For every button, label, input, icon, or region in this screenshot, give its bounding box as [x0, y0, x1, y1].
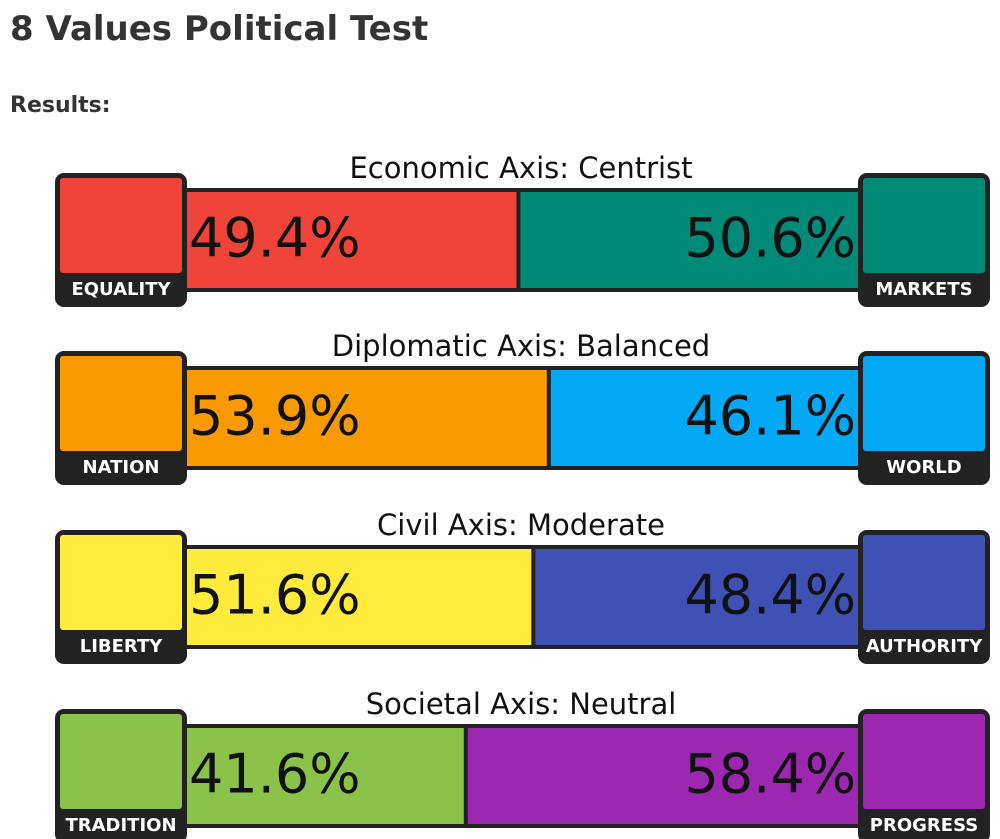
- right-icon: [863, 714, 985, 809]
- right-icon: [863, 178, 985, 273]
- bar-left: [185, 368, 549, 468]
- bar-right: [548, 368, 860, 468]
- left-value: 51.6%: [189, 564, 361, 627]
- right-value: 46.1%: [684, 385, 856, 448]
- left-icon: [60, 714, 182, 809]
- left-value: 49.4%: [189, 207, 361, 270]
- bar-left: [185, 726, 466, 826]
- axis-title: Economic Axis: Centrist: [349, 151, 692, 185]
- right-icon: [863, 535, 985, 630]
- results-heading: Results:: [10, 93, 111, 118]
- axis-title: Civil Axis: Moderate: [377, 508, 665, 542]
- left-label: TRADITION: [65, 815, 176, 836]
- bar-right: [518, 190, 860, 290]
- right-label: MARKETS: [875, 279, 972, 300]
- left-icon: [60, 178, 182, 273]
- bar-right: [533, 547, 860, 647]
- left-value: 53.9%: [189, 385, 361, 448]
- right-value: 50.6%: [684, 207, 856, 270]
- bar-right: [465, 726, 860, 826]
- axis-title: Diplomatic Axis: Balanced: [332, 329, 710, 363]
- left-label: LIBERTY: [80, 636, 164, 657]
- left-icon: [60, 535, 182, 630]
- left-value: 41.6%: [189, 743, 361, 806]
- bar-left: [185, 190, 519, 290]
- right-value: 58.4%: [684, 743, 856, 806]
- left-label: NATION: [83, 457, 160, 478]
- axis-title: Societal Axis: Neutral: [366, 687, 677, 721]
- right-label: PROGRESS: [870, 815, 978, 836]
- bar-left: [185, 547, 534, 647]
- right-label: AUTHORITY: [866, 636, 983, 657]
- left-icon: [60, 356, 182, 451]
- right-label: WORLD: [886, 457, 961, 478]
- right-value: 48.4%: [684, 564, 856, 627]
- left-label: EQUALITY: [71, 279, 171, 300]
- right-icon: [863, 356, 985, 451]
- page-title: 8 Values Political Test: [10, 9, 428, 49]
